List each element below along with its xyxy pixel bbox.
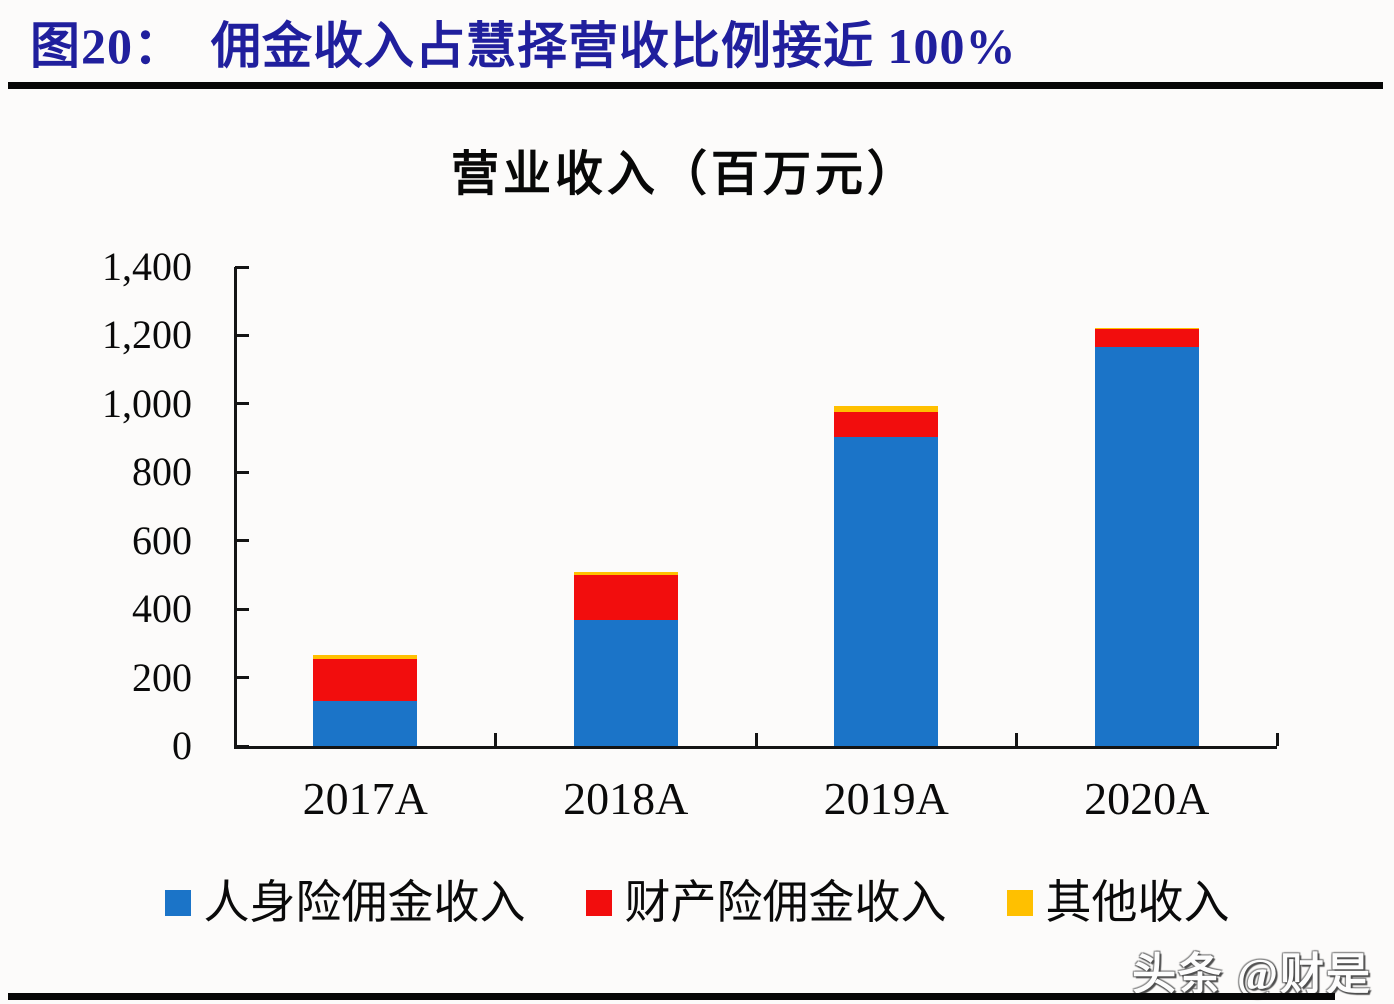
bar-segment-2020A xyxy=(1094,329,1199,348)
x-axis-tick xyxy=(1275,733,1279,746)
y-axis-tick-label: 200 xyxy=(132,654,192,700)
x-axis-tick xyxy=(754,733,758,746)
legend-swatch-blue-icon xyxy=(164,890,191,916)
bar-segment-2017A xyxy=(313,659,418,702)
legend-swatch-red-icon xyxy=(585,890,612,916)
chart-title: 营业收入（百万元） xyxy=(450,148,919,201)
y-axis-tick-label: 600 xyxy=(132,517,192,563)
figure-bottom-border xyxy=(8,993,1335,1000)
y-axis-tick-label: 400 xyxy=(132,586,192,632)
bar-segment-2019A xyxy=(834,412,939,438)
y-axis-tick xyxy=(235,676,249,680)
x-axis-category-label: 2018A xyxy=(563,773,689,824)
y-axis-tick-label: 1,200 xyxy=(102,312,192,358)
y-axis-tick xyxy=(235,333,249,337)
y-axis-tick xyxy=(235,607,249,611)
bar-segment-2020A xyxy=(1094,347,1199,746)
legend-swatch-yellow-icon xyxy=(1006,890,1033,916)
legend-label: 其他收入 xyxy=(1045,877,1230,928)
y-axis-tick xyxy=(235,265,249,269)
legend-label: 财产险佣金收入 xyxy=(624,877,947,928)
y-axis-tick-label: 800 xyxy=(132,449,192,495)
y-axis-tick-label: 1,000 xyxy=(102,380,192,426)
legend-item-other-income: 其他收入 xyxy=(1006,877,1230,928)
y-axis-tick xyxy=(235,744,249,748)
x-axis-category-label: 2019A xyxy=(823,773,949,824)
chart-legend: 人身险佣金收入 财产险佣金收入 其他收入 xyxy=(0,880,1394,926)
y-axis-tick xyxy=(235,470,249,474)
watermark: 头条 @财是 xyxy=(1132,950,1372,999)
bar-segment-2018A xyxy=(573,572,678,576)
bar-segment-2019A xyxy=(834,437,939,746)
x-axis-tick xyxy=(494,733,497,746)
bar-segment-2017A xyxy=(313,655,418,660)
plot-area: 0 200 400 600 800 1,000 1,200 1,400 2017A 2018A 20… xyxy=(102,247,1279,822)
figure-caption: 图20： 佣金收入占慧择营收比例接近 100% xyxy=(30,18,1017,74)
bar-segment-2018A xyxy=(573,620,678,746)
bar-segment-2019A xyxy=(834,406,939,413)
x-axis-tick xyxy=(1015,733,1018,746)
legend-item-life-commission: 人身险佣金收入 xyxy=(164,877,526,928)
y-axis-tick xyxy=(235,539,249,543)
y-axis-tick xyxy=(235,402,249,406)
y-axis-line xyxy=(234,267,237,749)
bar-segment-2020A xyxy=(1094,328,1199,330)
x-axis-line xyxy=(234,746,1277,749)
y-axis-tick-label: 1,400 xyxy=(102,244,192,289)
caption-divider-line xyxy=(8,82,1383,89)
legend-item-property-commission: 财产险佣金收入 xyxy=(585,877,947,928)
x-axis-category-label: 2017A xyxy=(302,773,428,824)
bar-segment-2017A xyxy=(313,701,418,746)
y-axis-tick-label: 0 xyxy=(172,723,192,768)
legend-label: 人身险佣金收入 xyxy=(203,877,526,928)
x-axis-category-label: 2020A xyxy=(1084,773,1210,824)
bar-segment-2018A xyxy=(573,575,678,621)
